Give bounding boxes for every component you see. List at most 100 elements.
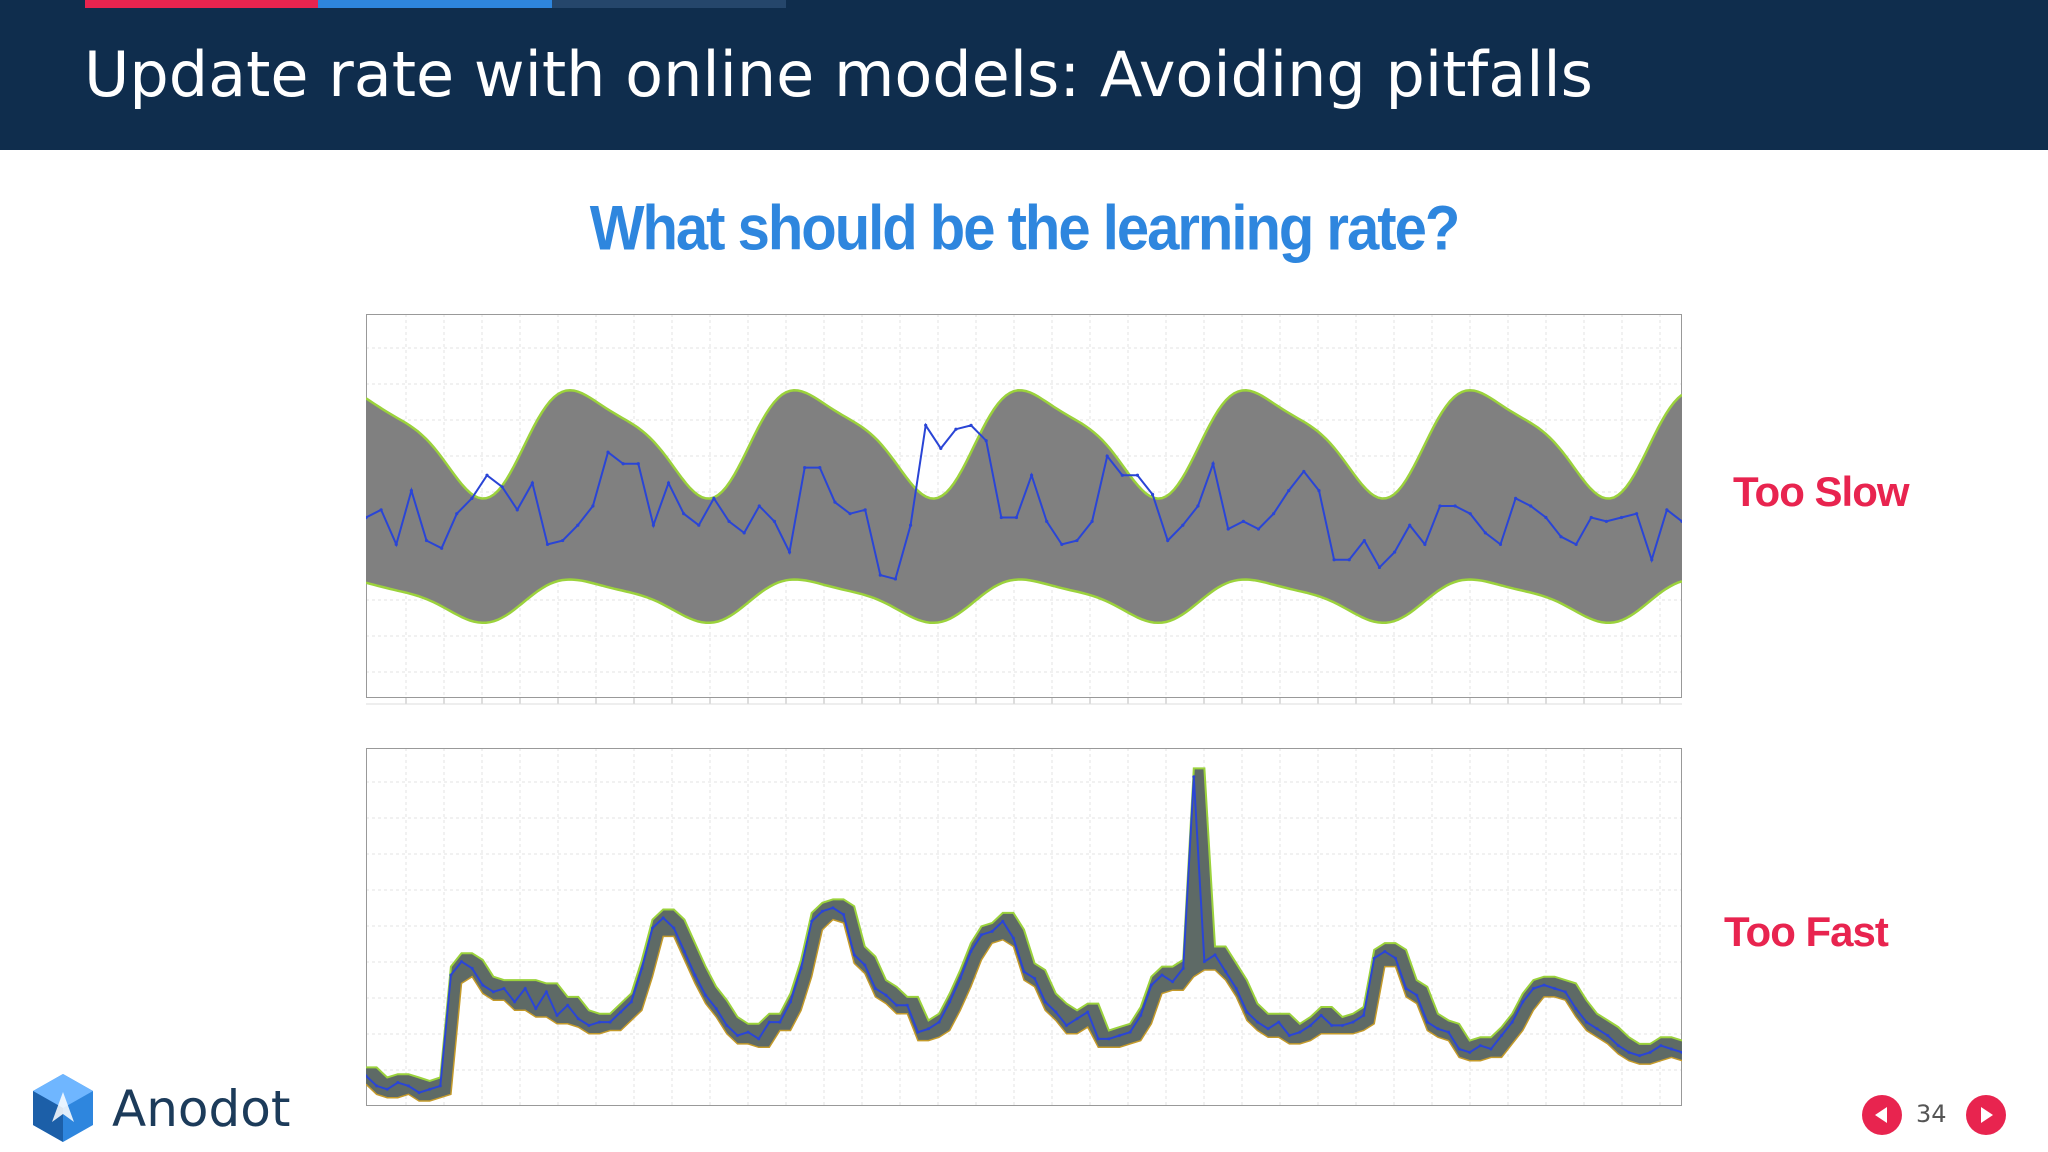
data-point: [916, 1030, 920, 1034]
triangle-right-icon: [1981, 1107, 1993, 1123]
data-point: [1340, 1023, 1344, 1027]
series-points: [366, 775, 1682, 1095]
data-point: [1616, 1044, 1620, 1048]
data-point: [842, 913, 846, 917]
data-point: [1202, 960, 1206, 964]
data-point: [980, 933, 984, 937]
data-point: [534, 1007, 538, 1011]
data-point: [1298, 1030, 1302, 1034]
data-point: [530, 481, 534, 485]
data-point: [375, 1084, 379, 1088]
data-point: [1650, 558, 1654, 562]
data-point: [1347, 558, 1351, 562]
accent-bar-red: [85, 0, 318, 8]
data-point: [1544, 515, 1548, 520]
data-point: [725, 1023, 729, 1027]
data-point: [513, 1000, 517, 1004]
data-point: [566, 1003, 570, 1007]
data-point: [406, 1084, 410, 1088]
data-point: [787, 550, 792, 554]
data-point: [379, 508, 383, 512]
data-point: [1271, 512, 1276, 516]
data-point: [1317, 489, 1321, 493]
data-point: [1043, 1000, 1047, 1004]
data-point: [396, 1081, 400, 1085]
data-point: [555, 1013, 559, 1017]
next-slide-button[interactable]: [1966, 1095, 2006, 1135]
data-point: [1086, 1010, 1090, 1014]
slide-title: Update rate with online models: Avoiding…: [84, 38, 1593, 111]
data-point: [714, 1007, 718, 1011]
data-point: [742, 531, 746, 535]
data-point: [491, 990, 495, 994]
data-point: [1553, 986, 1557, 990]
data-point: [1150, 492, 1155, 497]
data-point: [778, 1020, 782, 1024]
data-point: [958, 976, 962, 980]
data-point: [1559, 535, 1563, 539]
data-point: [1377, 565, 1382, 570]
data-point: [1483, 531, 1487, 535]
data-point: [545, 542, 550, 546]
data-point: [515, 508, 519, 512]
data-point: [470, 966, 474, 970]
lower-bound-line: [366, 578, 1682, 625]
data-point: [1627, 1050, 1631, 1054]
data-point: [990, 929, 994, 933]
data-point: [682, 512, 686, 516]
data-point: [661, 916, 665, 920]
data-point: [1120, 473, 1124, 477]
data-point: [1638, 1054, 1642, 1058]
data-point: [905, 1003, 909, 1007]
data-point: [1011, 936, 1015, 940]
data-point: [1531, 986, 1535, 990]
data-point: [704, 993, 708, 997]
data-point: [1669, 1047, 1673, 1051]
prev-slide-button[interactable]: [1862, 1095, 1902, 1135]
series-line: [366, 422, 1682, 581]
data-point: [939, 446, 943, 450]
data-point: [1256, 527, 1261, 531]
data-point: [1404, 986, 1408, 990]
data-point: [799, 966, 803, 970]
data-point: [1453, 504, 1457, 508]
data-point: [767, 1020, 771, 1024]
data-point: [803, 466, 807, 470]
data-point: [485, 473, 489, 477]
data-point: [409, 489, 413, 493]
data-point: [852, 953, 856, 957]
data-point: [1648, 1050, 1652, 1054]
data-point: [576, 1017, 580, 1021]
accent-bar-blue: [318, 0, 552, 8]
data-point: [470, 496, 474, 500]
data-point: [1392, 550, 1397, 554]
data-point: [1277, 1020, 1281, 1024]
data-point: [1680, 519, 1682, 523]
data-point: [1287, 489, 1291, 493]
data-point: [984, 439, 988, 443]
data-point: [1604, 519, 1608, 523]
data-point: [428, 1087, 432, 1091]
data-point: [597, 1020, 601, 1024]
data-point: [621, 462, 625, 466]
data-point: [1635, 512, 1639, 516]
data-point: [417, 1091, 421, 1095]
data-point: [576, 523, 580, 527]
data-point: [1510, 1020, 1514, 1024]
accent-bar-navy: [552, 0, 786, 8]
data-point: [1498, 542, 1503, 546]
data-point: [1468, 1050, 1472, 1054]
data-point: [863, 963, 867, 967]
data-point: [810, 919, 814, 923]
data-point: [1064, 1023, 1068, 1027]
data-point: [1211, 462, 1215, 466]
data-point: [735, 1034, 739, 1038]
data-point: [366, 1074, 368, 1078]
data-point: [1332, 558, 1336, 562]
data-point: [1383, 950, 1387, 954]
data-point: [1319, 1013, 1323, 1017]
series-points: [366, 423, 1682, 581]
data-point: [1619, 515, 1624, 520]
data-point: [587, 1023, 591, 1027]
data-point: [697, 523, 701, 527]
